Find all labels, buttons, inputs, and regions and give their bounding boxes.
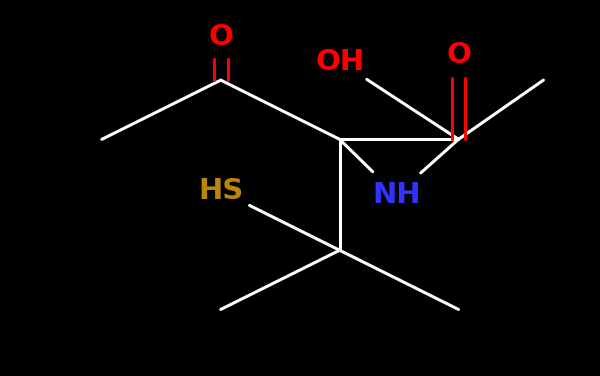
Text: HS: HS	[198, 177, 244, 205]
Text: NH: NH	[372, 181, 421, 209]
Text: O: O	[446, 41, 471, 70]
Text: O: O	[208, 23, 233, 51]
Text: OH: OH	[315, 48, 364, 76]
